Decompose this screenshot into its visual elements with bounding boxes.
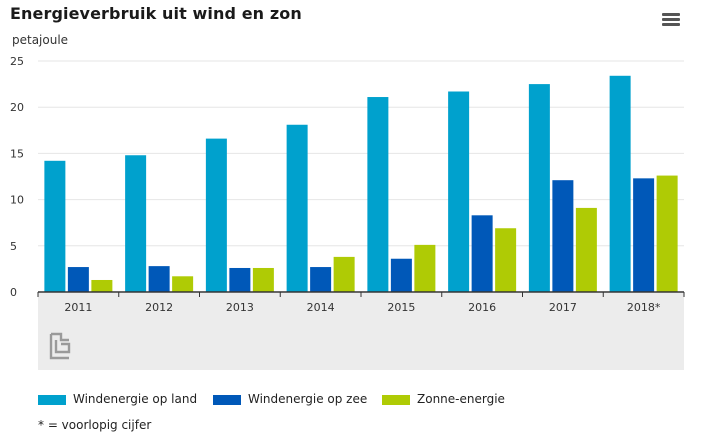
bar <box>229 267 251 292</box>
x-tick-label: 2016 <box>468 301 496 314</box>
legend-swatch <box>213 395 241 405</box>
y-tick-label: 25 <box>10 55 24 68</box>
x-tick-label: 2015 <box>387 301 415 314</box>
y-tick-label: 5 <box>10 240 17 253</box>
bar <box>609 75 631 292</box>
bar <box>448 91 470 292</box>
bar <box>575 207 597 292</box>
y-tick-label: 10 <box>10 194 24 207</box>
x-tick-label: 2013 <box>226 301 254 314</box>
bar <box>67 267 89 292</box>
chart-title: Energieverbruik uit wind en zon <box>10 4 302 23</box>
bar <box>125 155 147 292</box>
bar <box>495 228 517 292</box>
bar <box>367 97 389 292</box>
cbs-logo-icon <box>49 332 71 360</box>
x-tick-label: 2012 <box>145 301 173 314</box>
x-tick-label: 2011 <box>64 301 92 314</box>
y-tick-label: 0 <box>10 286 17 299</box>
bar <box>414 244 436 292</box>
bar <box>205 138 227 292</box>
x-tick-label: 2014 <box>307 301 335 314</box>
bar <box>286 124 308 292</box>
bar <box>91 279 113 292</box>
bar <box>471 215 493 292</box>
x-tick-label: 2017 <box>549 301 577 314</box>
bar <box>252 267 274 292</box>
bar <box>390 258 412 292</box>
bar <box>333 256 355 292</box>
legend-swatch <box>382 395 410 405</box>
legend-label: Zonne-energie <box>417 392 505 406</box>
bar <box>552 180 574 292</box>
bar <box>44 160 66 292</box>
bar <box>172 276 194 292</box>
legend-label: Windenergie op zee <box>248 392 368 406</box>
x-tick-label: 2018* <box>627 301 661 314</box>
hamburger-menu-icon[interactable] <box>662 13 680 27</box>
bar <box>656 175 678 292</box>
legend-swatch <box>38 395 66 405</box>
bar <box>310 267 332 292</box>
unit-label: petajoule <box>12 33 69 47</box>
footnote: * = voorlopig cijfer <box>38 418 152 432</box>
bar <box>633 178 655 292</box>
y-tick-label: 15 <box>10 147 24 160</box>
bar <box>148 266 170 292</box>
y-tick-label: 20 <box>10 101 24 114</box>
legend-label: Windenergie op land <box>73 392 198 406</box>
chart-footer-panel <box>38 293 684 370</box>
bar <box>528 84 550 292</box>
